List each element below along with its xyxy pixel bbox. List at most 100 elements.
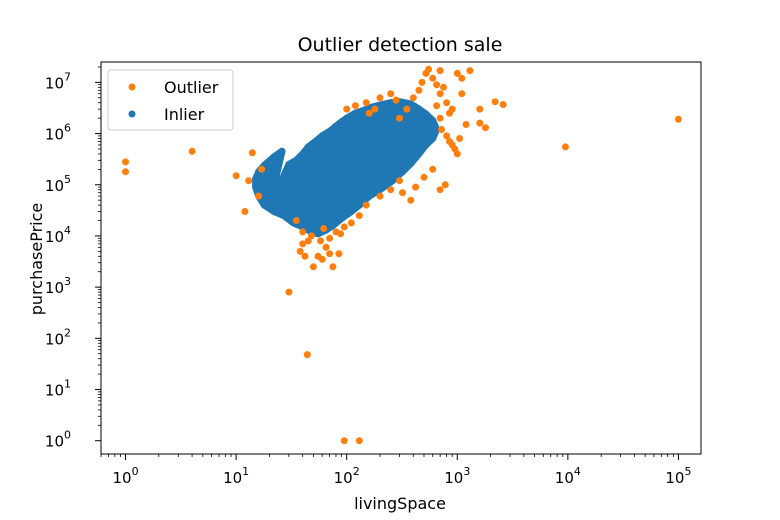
inlier-point — [276, 181, 284, 189]
x-tick-label: 102 — [334, 465, 360, 487]
y-tick-label: 101 — [45, 378, 71, 400]
outlier-point — [307, 232, 315, 240]
outlier-point — [412, 183, 420, 191]
outlier-points — [122, 65, 682, 445]
outlier-point — [318, 255, 326, 263]
outlier-point — [409, 94, 417, 102]
inlier-point — [343, 114, 351, 122]
outlier-point — [392, 96, 400, 104]
outlier-point — [232, 172, 240, 180]
outlier-point — [343, 105, 351, 113]
x-tick-label: 103 — [444, 465, 470, 487]
outlier-point — [320, 225, 328, 232]
outlier-point — [371, 105, 379, 113]
chart-title: Outlier detection sale — [298, 34, 503, 56]
outlier-point — [443, 99, 451, 107]
outlier-point — [433, 102, 441, 110]
y-tick-label: 100 — [45, 429, 71, 451]
outlier-point — [292, 217, 300, 224]
outlier-point — [122, 168, 129, 176]
inlier-point — [376, 101, 384, 109]
outlier-point — [420, 173, 428, 181]
outlier-point — [241, 208, 249, 215]
outlier-point — [322, 243, 330, 251]
y-tick-label: 106 — [45, 122, 71, 144]
outlier-point — [491, 98, 499, 106]
y-axis-label: purchasePrice — [27, 203, 46, 315]
inlier-point — [270, 192, 278, 200]
outlier-point — [299, 228, 307, 236]
outlier-point — [441, 181, 449, 189]
outlier-point — [415, 86, 423, 94]
outlier-point — [453, 69, 461, 77]
outlier-point — [458, 90, 466, 98]
legend-marker-inlier — [128, 110, 136, 118]
inlier-point — [415, 150, 423, 158]
outlier-point — [448, 105, 456, 113]
outlier-point — [438, 126, 445, 133]
outlier-point — [429, 74, 437, 82]
outlier-point — [329, 263, 337, 271]
outlier-point — [456, 135, 464, 142]
y-tick-label: 103 — [45, 275, 71, 297]
outlier-point — [340, 223, 348, 231]
x-tick-label: 104 — [555, 465, 581, 487]
outlier-point — [387, 186, 395, 194]
inlier-point — [278, 147, 286, 155]
inlier-point — [407, 160, 415, 167]
inlier-point — [270, 208, 278, 215]
outlier-point — [482, 124, 489, 132]
outlier-point — [440, 83, 447, 91]
y-tick-label: 104 — [45, 224, 71, 246]
outlier-point — [122, 158, 129, 166]
inlier-point — [326, 127, 334, 135]
outlier-point — [407, 196, 415, 204]
outlier-point — [335, 250, 343, 258]
inlier-point — [347, 208, 355, 215]
inlier-point — [329, 222, 337, 229]
legend: Outlier Inlier — [107, 69, 234, 131]
outlier-point — [337, 230, 345, 238]
inlier-point — [285, 160, 293, 168]
outlier-point — [418, 78, 426, 86]
outlier-point — [188, 147, 196, 155]
outlier-point — [376, 192, 384, 200]
inlier-point — [252, 183, 260, 191]
y-tick-label: 107 — [45, 70, 71, 92]
outlier-point — [362, 201, 370, 209]
outlier-point — [433, 81, 441, 89]
outlier-point — [436, 114, 444, 122]
y-tick-label: 102 — [45, 326, 71, 348]
outlier-point — [285, 288, 293, 296]
inlier-point — [433, 126, 441, 133]
outlier-point — [453, 150, 461, 158]
inlier-point — [422, 110, 430, 118]
inlier-point — [292, 156, 300, 164]
inlier-point — [422, 141, 430, 149]
legend-marker-outlier — [128, 83, 136, 91]
outlier-point — [303, 351, 311, 359]
outlier-point — [299, 240, 307, 248]
outlier-point — [376, 94, 384, 102]
inlier-point — [355, 201, 363, 209]
outlier-point — [362, 99, 370, 107]
inlier-point — [265, 201, 273, 209]
outlier-point — [466, 67, 474, 75]
outlier-point — [258, 165, 266, 173]
inlier-point — [299, 223, 307, 231]
inlier-point — [280, 212, 288, 220]
inlier-point — [407, 100, 415, 108]
outlier-point — [317, 237, 324, 245]
outlier-point — [476, 119, 484, 127]
outlier-point — [304, 237, 312, 245]
outlier-point — [309, 263, 317, 271]
legend-box — [107, 69, 234, 131]
inlier-point — [365, 192, 373, 200]
x-axis: 100 101 102 103 104 105 — [100, 454, 691, 487]
inlier-point — [270, 153, 278, 161]
outlier-point — [351, 102, 359, 110]
inlier-point — [282, 168, 290, 176]
outlier-point — [326, 250, 334, 258]
outlier-point — [355, 437, 363, 445]
outlier-point — [255, 192, 263, 200]
